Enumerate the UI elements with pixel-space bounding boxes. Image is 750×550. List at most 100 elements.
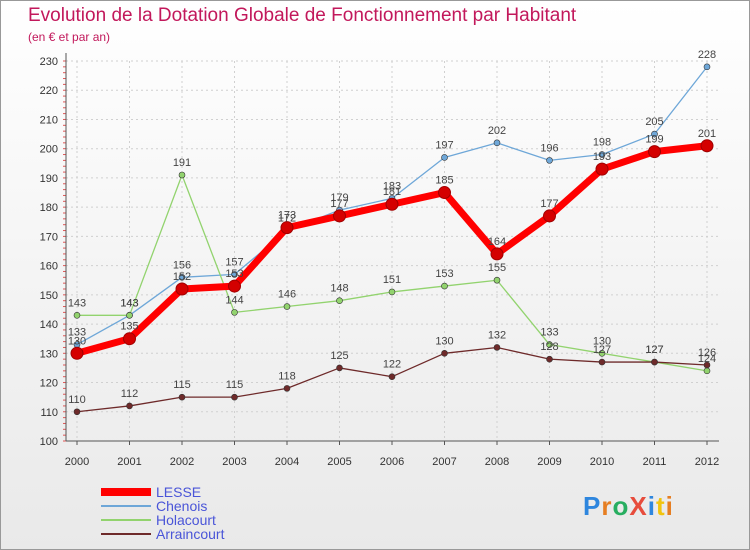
logo-letter: i bbox=[665, 491, 674, 521]
data-point-chenois bbox=[493, 139, 501, 147]
data-point-arraincourt bbox=[126, 402, 133, 410]
data-label-holacourt: 151 bbox=[383, 274, 401, 286]
data-label-chenois: 202 bbox=[488, 125, 506, 137]
chart-subtitle: (en € et par an) bbox=[28, 30, 111, 44]
data-point-holacourt bbox=[283, 303, 291, 310]
data-label-lesse: 152 bbox=[173, 271, 191, 283]
logo-letter: r bbox=[601, 491, 613, 521]
data-point-arraincourt bbox=[598, 358, 606, 366]
data-label-holacourt: 130 bbox=[593, 335, 611, 347]
data-point-chenois bbox=[703, 63, 711, 71]
data-label-arraincourt: 127 bbox=[593, 344, 611, 356]
data-point-holacourt bbox=[126, 312, 133, 319]
logo-letter: P bbox=[583, 491, 602, 521]
data-label-lesse: 164 bbox=[488, 236, 506, 248]
data-point-lesse bbox=[700, 139, 714, 153]
y-tick-label: 170 bbox=[40, 231, 58, 243]
data-point-arraincourt bbox=[336, 364, 343, 372]
data-point-holacourt bbox=[493, 276, 501, 284]
y-tick-label: 230 bbox=[40, 56, 58, 68]
x-tick-label: 2000 bbox=[65, 456, 89, 468]
data-label-holacourt: 143 bbox=[120, 297, 138, 309]
y-tick-label: 200 bbox=[40, 144, 58, 156]
logo-letter: X bbox=[629, 491, 648, 521]
data-label-holacourt: 127 bbox=[645, 344, 663, 356]
data-label-lesse: 173 bbox=[278, 210, 296, 222]
data-label-lesse: 177 bbox=[540, 198, 558, 210]
logo-letter: i bbox=[647, 491, 656, 521]
x-tick-label: 2003 bbox=[222, 456, 246, 468]
y-tick-label: 130 bbox=[40, 348, 58, 360]
data-label-holacourt: 148 bbox=[330, 283, 348, 295]
data-point-arraincourt bbox=[441, 350, 448, 357]
y-tick-label: 220 bbox=[40, 85, 58, 97]
data-point-chenois bbox=[178, 274, 186, 281]
y-tick-label: 100 bbox=[40, 436, 58, 448]
data-point-holacourt bbox=[441, 282, 448, 290]
data-label-chenois: 133 bbox=[68, 327, 86, 339]
data-label-lesse: 193 bbox=[593, 151, 611, 163]
y-tick-label: 210 bbox=[40, 114, 58, 126]
data-point-arraincourt bbox=[283, 385, 291, 392]
x-tick-label: 2008 bbox=[485, 456, 509, 468]
data-point-lesse bbox=[123, 332, 136, 346]
data-label-lesse: 199 bbox=[645, 134, 663, 146]
x-tick-label: 2002 bbox=[170, 456, 194, 468]
logo-letter: t bbox=[655, 491, 666, 521]
data-point-holacourt bbox=[546, 341, 553, 348]
data-label-lesse: 177 bbox=[330, 198, 348, 210]
data-point-holacourt bbox=[231, 309, 238, 316]
data-point-arraincourt bbox=[388, 373, 396, 380]
data-point-lesse bbox=[175, 282, 189, 296]
data-label-holacourt: 124 bbox=[698, 353, 716, 365]
data-label-chenois: 228 bbox=[698, 49, 716, 61]
legend-label-holacourt: Holacourt bbox=[156, 512, 216, 528]
data-label-holacourt: 146 bbox=[278, 289, 296, 301]
data-label-lesse: 201 bbox=[698, 128, 716, 140]
data-point-chenois bbox=[651, 130, 658, 138]
x-tick-label: 2009 bbox=[537, 456, 561, 468]
data-point-holacourt bbox=[598, 350, 606, 357]
data-point-holacourt bbox=[336, 297, 343, 304]
data-point-arraincourt bbox=[231, 393, 238, 401]
data-labels: 130 135 152 153 173 177 181 185 164 177 193 199 201 1… bbox=[68, 49, 716, 406]
data-label-chenois: 179 bbox=[330, 192, 348, 204]
data-label-arraincourt: 115 bbox=[173, 379, 191, 391]
data-label-arraincourt: 128 bbox=[540, 341, 558, 353]
data-label-arraincourt: 115 bbox=[226, 379, 244, 391]
data-label-arraincourt: 132 bbox=[488, 329, 506, 341]
x-tick-label: 2006 bbox=[380, 456, 404, 468]
logo-letter: o bbox=[612, 491, 630, 521]
data-point-lesse bbox=[280, 221, 294, 235]
x-axis: 2000 2001 2002 2003 2004 2005 2006 2007 2008 2009… bbox=[65, 440, 719, 468]
data-point-lesse bbox=[333, 209, 346, 223]
data-label-holacourt: 155 bbox=[488, 262, 506, 274]
data-point-chenois bbox=[441, 154, 448, 161]
series-group bbox=[70, 63, 714, 416]
data-point-lesse bbox=[595, 162, 609, 176]
y-axis: 100 110 120 130 140 150 160 170 180 190 200 210 220 2… bbox=[40, 53, 67, 448]
data-point-chenois bbox=[546, 157, 553, 164]
data-label-arraincourt: 118 bbox=[278, 370, 296, 382]
y-tick-label: 160 bbox=[40, 261, 58, 273]
data-point-lesse bbox=[543, 209, 556, 223]
data-point-arraincourt bbox=[703, 361, 711, 369]
data-label-holacourt: 143 bbox=[68, 297, 86, 309]
data-point-holacourt bbox=[178, 171, 186, 179]
data-point-holacourt bbox=[73, 312, 81, 319]
x-tick-label: 2004 bbox=[275, 456, 299, 468]
data-label-arraincourt: 127 bbox=[645, 344, 663, 356]
data-label-chenois: 143 bbox=[120, 297, 138, 309]
y-tick-label: 120 bbox=[40, 378, 58, 390]
data-label-holacourt: 191 bbox=[173, 157, 191, 169]
data-label-chenois: 198 bbox=[593, 137, 611, 149]
data-label-lesse: 130 bbox=[68, 335, 86, 347]
legend-label-chenois: Chenois bbox=[156, 498, 207, 514]
data-label-arraincourt: 110 bbox=[68, 394, 86, 406]
data-point-chenois bbox=[231, 271, 238, 278]
data-label-holacourt: 133 bbox=[540, 327, 558, 339]
y-tick-label: 110 bbox=[40, 407, 58, 419]
data-label-holacourt: 144 bbox=[225, 294, 243, 306]
grid bbox=[66, 60, 719, 442]
data-label-holacourt: 153 bbox=[435, 268, 453, 280]
